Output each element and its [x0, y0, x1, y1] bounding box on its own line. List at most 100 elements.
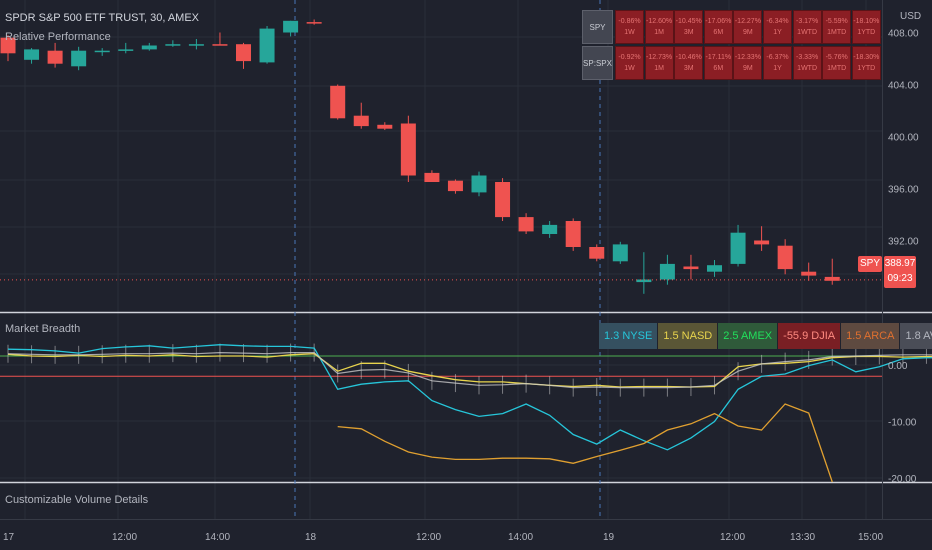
candle[interactable] [306, 22, 322, 24]
market-breadth-label[interactable]: Market Breadth [5, 323, 81, 335]
perf-cell-period: 1M [654, 65, 664, 72]
candle[interactable] [683, 266, 699, 270]
perf-cell-period: 1Y [773, 65, 782, 72]
last-price-value: 388.97 [884, 258, 916, 269]
candle[interactable] [47, 50, 63, 64]
candle[interactable] [824, 276, 840, 281]
candle[interactable] [801, 271, 817, 276]
candle[interactable] [612, 244, 628, 262]
candle[interactable] [118, 49, 134, 51]
breadth-line-arca[interactable] [337, 403, 833, 483]
perf-cell-value: -17.11% [705, 54, 732, 61]
perf-cell-period: 1YTD [857, 29, 876, 36]
candle[interactable] [141, 45, 157, 50]
candle[interactable] [377, 124, 393, 129]
perf-cell: -17.11% 6M [703, 46, 733, 80]
time-tick-label: 12:00 [112, 532, 137, 543]
price-tick-label: 408.00 [888, 29, 919, 40]
perf-cell-value: -12.73% [646, 54, 673, 61]
perf-cell-period: 1M [654, 29, 664, 36]
perf-cell-value: -5.76% [825, 54, 848, 61]
breadth-cell-avg: 1.8 AVG [900, 323, 932, 349]
candle[interactable] [730, 232, 746, 264]
perf-cell-period: 6M [713, 29, 724, 36]
time-tick-label: 19 [603, 532, 615, 543]
candle[interactable] [330, 85, 346, 119]
candle[interactable] [542, 224, 558, 234]
candle[interactable] [636, 279, 652, 283]
candle[interactable] [424, 172, 440, 182]
candle[interactable] [659, 263, 675, 280]
perf-cell-value: -5.59% [825, 18, 848, 25]
candle[interactable] [754, 240, 770, 245]
perf-cell-period: 1W [624, 65, 635, 72]
time-tick-label: 14:00 [205, 532, 230, 543]
breadth-cell-amex: 2.5 AMEX [718, 323, 778, 349]
perf-cell-period: 1W [624, 29, 635, 36]
candle[interactable] [71, 50, 87, 67]
candle[interactable] [212, 44, 228, 46]
perf-cell: -12.33% 9M [733, 46, 763, 80]
perf-cell-value: -10.45% [675, 18, 702, 25]
perf-cell-period: 1YTD [857, 65, 876, 72]
perf-cell-value: -6.34% [766, 18, 789, 25]
candle[interactable] [188, 44, 204, 46]
candle[interactable] [400, 123, 416, 176]
breadth-line-avg[interactable] [7, 351, 932, 389]
candle[interactable] [565, 221, 581, 247]
perf-cell: -6.37% 1Y [763, 46, 792, 80]
currency-label: USD [900, 11, 922, 22]
breadth-line-nasd[interactable] [7, 353, 932, 388]
perf-cell: -10.45% 3M [674, 10, 704, 44]
market-breadth-table: 1.3 NYSE 1.5 NASD 2.5 AMEX -55.9 DJIA 1.5 AR… [599, 323, 932, 349]
volume-details-label[interactable]: Customizable Volume Details [5, 494, 149, 506]
perf-cell: -6.34% 1Y [763, 10, 792, 44]
candle[interactable] [447, 180, 463, 192]
candle[interactable] [707, 265, 722, 272]
candle[interactable] [0, 37, 16, 54]
last-price-tag: 388.97 09:23 [884, 256, 916, 288]
perf-cell: -5.59% 1MTD [822, 10, 852, 44]
time-tick-label: 15:00 [858, 532, 883, 543]
perf-cell: -17.06% 6M [703, 10, 733, 44]
bar-countdown: 09:23 [887, 273, 913, 284]
candle[interactable] [259, 28, 275, 63]
relative-performance-label[interactable]: Relative Performance [5, 31, 111, 43]
perf-cell-value: -12.27% [734, 18, 761, 25]
candle[interactable] [94, 50, 110, 53]
relative-performance-table: SPY -0.86% 1W -12.60% 1M -10.45% 3M -17.06% 6M -1… [582, 10, 881, 82]
perf-cell-value: -18.30% [853, 54, 880, 61]
perf-cell-value: -3.33% [796, 54, 819, 61]
breadth-cell-arca: 1.5 ARCA [841, 323, 900, 349]
candle[interactable] [518, 217, 534, 232]
time-tick-label: 14:00 [508, 532, 533, 543]
candle[interactable] [236, 44, 251, 62]
candle[interactable] [283, 20, 299, 33]
breadth-line-nyse[interactable] [7, 344, 932, 451]
time-tick-label: 12:00 [416, 532, 441, 543]
candle[interactable] [777, 245, 793, 270]
breadth-cell-djia: -55.9 DJIA [778, 323, 841, 349]
perf-cell-period: 1WTD [797, 65, 818, 72]
price-tick-label: 400.00 [888, 133, 919, 144]
candle[interactable] [589, 247, 605, 259]
perf-cell: -3.17% 1WTD [792, 10, 822, 44]
perf-cell: -0.92% 1W [615, 46, 644, 80]
perf-cell-value: -12.33% [734, 54, 761, 61]
candle[interactable] [165, 44, 181, 46]
candle[interactable] [471, 175, 487, 193]
perf-cell-value: -3.17% [796, 18, 819, 25]
time-tick-label: 12:00 [720, 532, 745, 543]
perf-cell-value: -12.60% [646, 18, 673, 25]
symbol-title[interactable]: SPDR S&P 500 ETF TRUST, 30, AMEX [5, 12, 199, 24]
price-tick-label: 396.00 [888, 185, 919, 196]
candle[interactable] [24, 49, 40, 60]
perf-cell: -18.30% 1YTD [851, 46, 881, 80]
time-tick-label: 18 [305, 532, 317, 543]
perf-cell-period: 9M [743, 29, 753, 36]
candle[interactable] [353, 115, 369, 127]
perf-cell: -3.33% 1WTD [792, 46, 822, 80]
candle[interactable] [495, 182, 511, 218]
time-tick-label: 13:30 [790, 532, 815, 543]
